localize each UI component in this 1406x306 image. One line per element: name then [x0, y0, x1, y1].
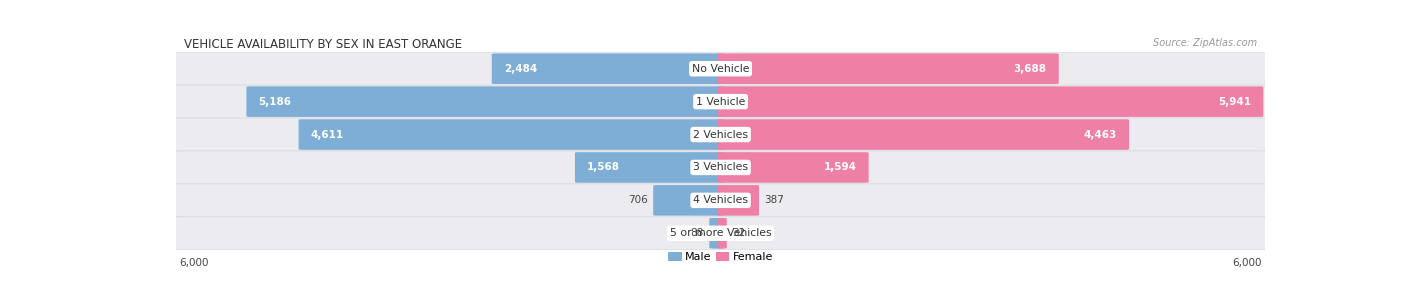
FancyBboxPatch shape	[298, 119, 724, 150]
FancyBboxPatch shape	[709, 218, 724, 248]
FancyBboxPatch shape	[654, 185, 724, 216]
FancyBboxPatch shape	[246, 86, 724, 117]
FancyBboxPatch shape	[575, 152, 724, 183]
Text: 4,463: 4,463	[1084, 129, 1118, 140]
FancyBboxPatch shape	[717, 218, 727, 248]
Text: 88: 88	[690, 228, 704, 238]
FancyBboxPatch shape	[174, 151, 1267, 184]
Text: 387: 387	[765, 195, 785, 205]
Text: 32: 32	[733, 228, 745, 238]
FancyBboxPatch shape	[717, 152, 869, 183]
Text: Source: ZipAtlas.com: Source: ZipAtlas.com	[1153, 38, 1257, 48]
FancyBboxPatch shape	[492, 54, 724, 84]
Text: No Vehicle: No Vehicle	[692, 64, 749, 74]
Text: 1,568: 1,568	[586, 162, 620, 173]
Text: 2,484: 2,484	[503, 64, 537, 74]
FancyBboxPatch shape	[717, 86, 1264, 117]
Text: 3 Vehicles: 3 Vehicles	[693, 162, 748, 173]
Text: 1,594: 1,594	[824, 162, 856, 173]
FancyBboxPatch shape	[717, 54, 1059, 84]
Text: 706: 706	[628, 195, 648, 205]
Text: VEHICLE AVAILABILITY BY SEX IN EAST ORANGE: VEHICLE AVAILABILITY BY SEX IN EAST ORAN…	[184, 38, 463, 51]
FancyBboxPatch shape	[717, 119, 1129, 150]
Text: 4,611: 4,611	[311, 129, 343, 140]
Text: 5 or more Vehicles: 5 or more Vehicles	[669, 228, 772, 238]
Text: 2 Vehicles: 2 Vehicles	[693, 129, 748, 140]
FancyBboxPatch shape	[174, 217, 1267, 250]
Text: 4 Vehicles: 4 Vehicles	[693, 195, 748, 205]
Text: 5,941: 5,941	[1219, 97, 1251, 106]
Text: 1 Vehicle: 1 Vehicle	[696, 97, 745, 106]
FancyBboxPatch shape	[174, 118, 1267, 151]
Legend: Male, Female: Male, Female	[664, 248, 778, 267]
Text: 6,000: 6,000	[179, 258, 208, 268]
Text: 3,688: 3,688	[1014, 64, 1046, 74]
FancyBboxPatch shape	[717, 185, 759, 216]
FancyBboxPatch shape	[174, 85, 1267, 118]
FancyBboxPatch shape	[174, 52, 1267, 85]
Text: 5,186: 5,186	[259, 97, 291, 106]
FancyBboxPatch shape	[174, 184, 1267, 217]
Text: 6,000: 6,000	[1233, 258, 1263, 268]
